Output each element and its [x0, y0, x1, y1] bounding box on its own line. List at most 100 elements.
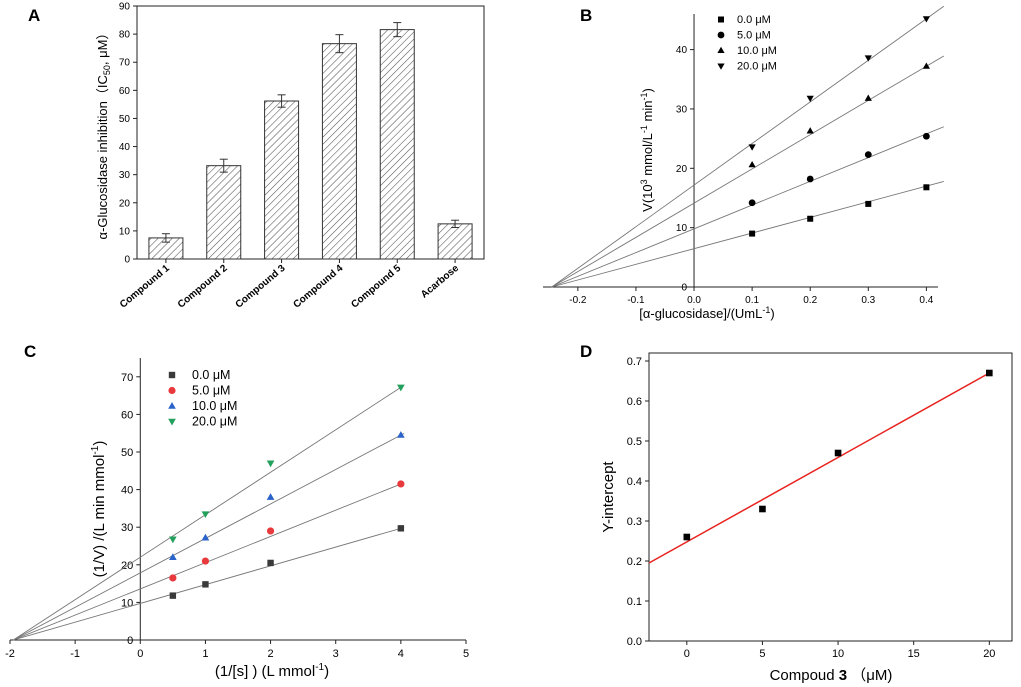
panel-b-data-point — [806, 127, 814, 134]
panel-c-x-tick-label: -2 — [5, 648, 15, 660]
panel-a-frame — [136, 5, 485, 260]
panel-a-bars — [148, 22, 473, 260]
panel-d-x-tick-label: 15 — [908, 648, 920, 660]
panel-c-fit-line — [13, 384, 405, 641]
panel-letter-b: B — [580, 6, 592, 25]
panel-b-y-tick-label: 20 — [676, 164, 688, 175]
panel-b-data-point — [864, 55, 872, 62]
panel-b-legend: 0.0 μM 5.0 μM 10.0 μM 20.0 μM — [717, 14, 777, 73]
panel-d-data-point — [986, 369, 993, 377]
panel-a-y-tick-label: 50 — [119, 114, 131, 125]
panel-b-data-point — [749, 230, 756, 237]
panel-d-data-point — [834, 449, 842, 457]
panel-c-legend-marker — [168, 402, 176, 409]
panel-b-legend-marker — [718, 16, 724, 23]
panel-b-y-axis-title: V(103 mmol/L-1 min-1) — [639, 88, 655, 212]
panel-a-bar-chart: 0 10 20 30 40 50 60 70 80 90 Compound 1 Compound 2… — [95, 2, 485, 311]
panel-b-plot-area: -0.2 -0.1 0.0 0.1 0.2 0.3 0.4 0 10 20 30 40 — [543, 5, 945, 306]
panel-b-data-point — [923, 184, 930, 191]
panel-c-y-tick-label: 40 — [121, 485, 133, 497]
panel-b-scatter-chart: -0.2 -0.1 0.0 0.1 0.2 0.3 0.4 0 10 20 30 40 [α-gluc… — [543, 5, 945, 321]
panel-b-x-tick-label: -0.2 — [569, 295, 587, 306]
panel-c-data-point — [397, 480, 405, 488]
panel-d-scatter-chart: 0 5 10 15 20 0.0 0.1 0.2 0.3 0.4 0.5 0.6 0.7 Compoud… — [600, 352, 1013, 684]
panel-a-bar — [206, 165, 242, 260]
panel-d-data-point — [759, 505, 766, 513]
panel-c-x-tick-label: 5 — [463, 648, 469, 660]
panel-c-data-point — [397, 431, 405, 438]
panel-a-category-label: Compound 4 — [291, 263, 345, 311]
panel-d-frame — [648, 352, 1013, 642]
panel-c-y-tick-label: 30 — [121, 522, 133, 534]
panel-b-legend-label: 5.0 μM — [737, 30, 771, 42]
panel-b-x-tick-label: 0.2 — [803, 295, 817, 306]
panel-b-data-point — [806, 175, 814, 183]
panel-letter-c: C — [24, 342, 36, 361]
panel-b-data-point — [922, 132, 930, 140]
panel-c-data-point — [397, 384, 405, 392]
panel-d-fit-line — [648, 372, 990, 564]
panel-c-y-tick-label: 0 — [127, 635, 133, 647]
panel-b-y-tick-label: 0 — [681, 283, 687, 294]
panel-a-y-axis-title: α-Glucosidase inhibition（IC50, μM） — [95, 27, 112, 240]
panel-b-data-point — [806, 95, 814, 103]
panel-c-data-point — [267, 559, 274, 567]
panel-a-category-label: Compound 5 — [349, 263, 403, 311]
panel-b-x-tick-label: -0.1 — [627, 295, 645, 306]
panel-c-x-tick-label: -1 — [70, 648, 80, 660]
panel-d-y-tick-label: 0.3 — [627, 516, 642, 528]
panel-c-data-point — [202, 581, 209, 588]
panel-a-bar — [379, 29, 415, 260]
panel-b-legend-marker — [717, 46, 725, 54]
panel-d-y-tick-label: 0.6 — [627, 396, 642, 408]
panel-b-data-point — [864, 94, 872, 101]
panel-d-y-tick-label: 0.0 — [627, 636, 642, 648]
panel-c-data-point — [397, 525, 405, 532]
panel-b-x-axis-title: [α-glucosidase]/(UmL-1) — [639, 305, 774, 321]
panel-d-y-tick-label: 0.1 — [627, 596, 642, 608]
panel-a-y-tick-label: 20 — [119, 198, 131, 209]
panel-b-data-point — [807, 215, 814, 222]
panel-c-x-tick-label: 3 — [333, 648, 339, 660]
panel-b-data-point — [922, 16, 930, 23]
panel-letter-a: A — [28, 6, 40, 25]
panel-c-legend-label: 10.0 μM — [192, 399, 237, 413]
panel-c-scatter-chart: -2-1012345010203040506070 (1/[s] ) (L mm… — [5, 358, 469, 680]
panel-b-fit-line — [551, 180, 944, 288]
panel-b-data-point — [922, 62, 930, 69]
panel-a-y-tick-label: 0 — [124, 255, 130, 266]
panel-a-y-tick-label: 80 — [119, 30, 131, 41]
panel-b-data-point — [748, 160, 756, 168]
panel-a-category-label: Compound 3 — [234, 263, 288, 311]
panel-b-x-tick-label: 0.3 — [861, 295, 875, 306]
panel-c-plot-area: -2-1012345010203040506070 — [5, 358, 469, 660]
panel-c-data-point — [169, 536, 177, 544]
panel-a-category-label: Compound 2 — [176, 263, 230, 311]
panel-c-legend-label: 0.0 μM — [192, 368, 230, 382]
panel-b-legend-label: 10.0 μM — [737, 45, 777, 57]
panel-b-y-tick-label: 10 — [676, 223, 688, 234]
panel-b-data-point — [748, 144, 756, 151]
panel-a-y-tick-label: 90 — [119, 2, 131, 13]
panel-d-y-axis-title: Y-intercept — [600, 461, 617, 533]
panel-a-y-tick-label: 70 — [119, 58, 131, 69]
panel-c-data-point — [201, 557, 210, 565]
panel-b-legend-label: 20.0 μM — [737, 61, 777, 73]
panel-b-legend-label: 0.0 μM — [737, 14, 771, 26]
panel-c-x-tick-label: 2 — [268, 648, 274, 660]
panel-c-x-axis-title: (1/[s] ) (L mmol-1) — [215, 662, 329, 680]
panel-d-x-tick-label: 10 — [832, 648, 844, 660]
panel-a-y-tick-label: 10 — [119, 226, 131, 237]
panel-c-y-axis-title: (1/V) /(L min mmol-1) — [90, 441, 108, 578]
panel-d-x-axis-title: Compoud 3 （μM) — [770, 667, 893, 684]
panel-c-data-point — [169, 592, 177, 599]
panel-b-x-tick-label: 0.0 — [687, 295, 701, 306]
panel-a-bar — [437, 223, 473, 260]
panel-b-legend-marker — [717, 63, 725, 70]
panel-c-fit-line — [13, 526, 405, 641]
panel-c-legend-label: 5.0 μM — [192, 384, 230, 398]
panel-a-bar — [264, 100, 300, 260]
panel-c-y-tick-label: 70 — [121, 372, 133, 384]
panel-c-y-tick-label: 60 — [121, 409, 133, 421]
